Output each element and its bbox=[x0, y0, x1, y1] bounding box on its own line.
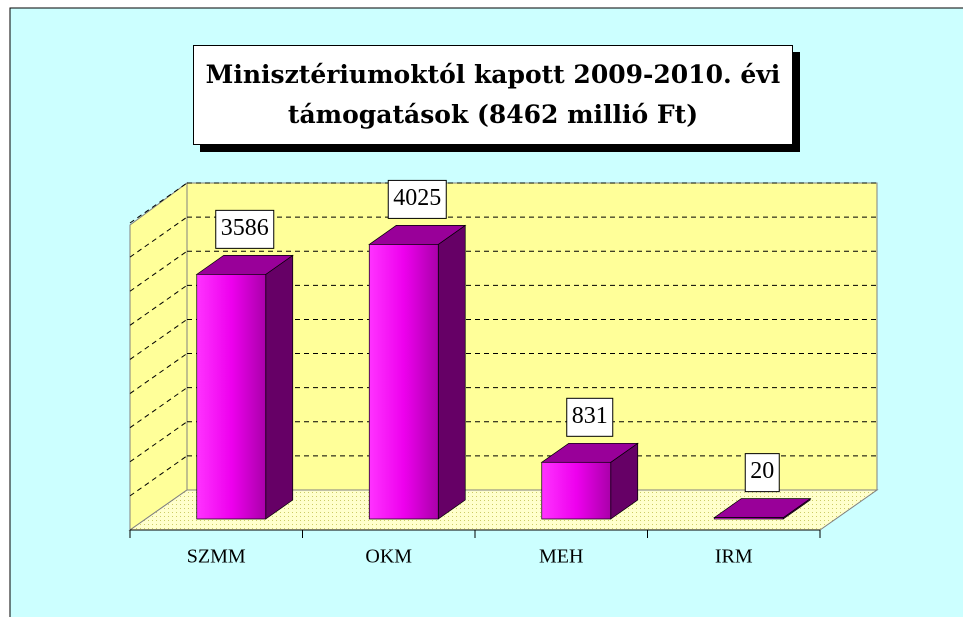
data-label-box bbox=[566, 397, 614, 437]
bar-side bbox=[265, 254, 294, 520]
grid-line bbox=[129, 353, 188, 394]
grid-line bbox=[129, 387, 188, 429]
chart-title: Minisztériumoktól kapott 2009-2010. évi … bbox=[193, 45, 793, 145]
grid-line bbox=[129, 284, 188, 326]
data-label: 3586 bbox=[221, 215, 269, 241]
data-label-box bbox=[215, 209, 275, 249]
data-label: 20 bbox=[750, 458, 774, 484]
grid-line bbox=[129, 421, 188, 463]
bar bbox=[368, 244, 439, 520]
bar bbox=[713, 517, 784, 520]
grid-line bbox=[129, 216, 188, 258]
x-tick-label: SZMM bbox=[187, 546, 246, 568]
x-tick-label: MEH bbox=[539, 546, 583, 568]
side-wall bbox=[129, 182, 188, 531]
grid-line bbox=[129, 319, 188, 360]
data-label: 831 bbox=[572, 403, 608, 429]
grid-line bbox=[129, 455, 188, 497]
data-label: 4025 bbox=[393, 185, 441, 211]
bar-side bbox=[437, 224, 466, 520]
grid-line bbox=[129, 182, 188, 224]
data-label-box bbox=[387, 179, 447, 219]
bar bbox=[541, 461, 612, 520]
x-tick-label: IRM bbox=[715, 546, 753, 568]
grid-line bbox=[129, 250, 188, 292]
data-label-box bbox=[744, 453, 780, 493]
x-tick-label: OKM bbox=[365, 546, 412, 568]
bar bbox=[196, 274, 267, 520]
